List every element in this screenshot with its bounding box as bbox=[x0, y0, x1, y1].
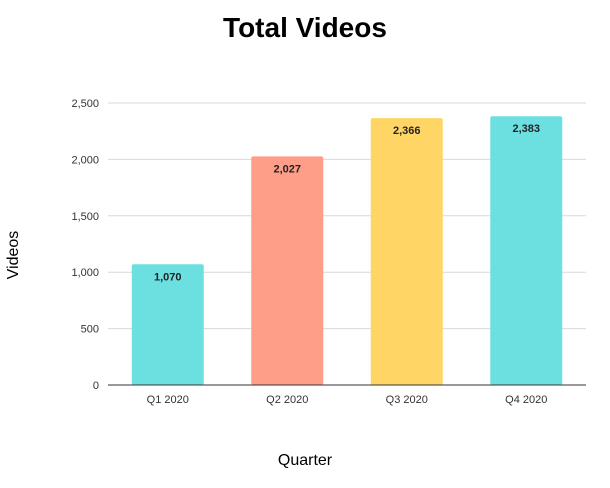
y-tick-label: 0 bbox=[93, 380, 99, 392]
y-tick-label: 1,500 bbox=[71, 211, 99, 223]
bar-q4-2020[interactable] bbox=[490, 116, 563, 385]
x-tick-label: Q3 2020 bbox=[386, 394, 428, 406]
x-axis-ticks: Q1 2020 Q2 2020 Q3 2020 Q4 2020 bbox=[147, 394, 548, 406]
y-axis-ticks: 0 500 1,000 1,500 2,000 2,500 bbox=[71, 98, 99, 392]
x-tick-label: Q2 2020 bbox=[266, 394, 308, 406]
bar-q2-2020[interactable] bbox=[251, 156, 324, 385]
bars bbox=[131, 116, 563, 385]
data-labels: 1,070 2,027 2,366 2,383 bbox=[154, 123, 540, 283]
y-tick-label: 500 bbox=[81, 324, 99, 336]
data-label: 1,070 bbox=[154, 271, 182, 283]
data-label: 2,366 bbox=[393, 125, 421, 137]
data-label: 2,027 bbox=[273, 163, 301, 175]
data-label: 2,383 bbox=[512, 123, 540, 135]
y-tick-label: 2,500 bbox=[71, 98, 99, 110]
x-axis-title: Quarter bbox=[277, 452, 333, 469]
y-tick-label: 2,000 bbox=[71, 154, 99, 166]
chart-title: Total Videos bbox=[223, 12, 387, 43]
x-tick-label: Q4 2020 bbox=[505, 394, 547, 406]
bar-q1-2020[interactable] bbox=[131, 264, 204, 385]
y-tick-label: 1,000 bbox=[71, 267, 99, 279]
x-tick-label: Q1 2020 bbox=[147, 394, 189, 406]
bar-q3-2020[interactable] bbox=[370, 118, 443, 385]
